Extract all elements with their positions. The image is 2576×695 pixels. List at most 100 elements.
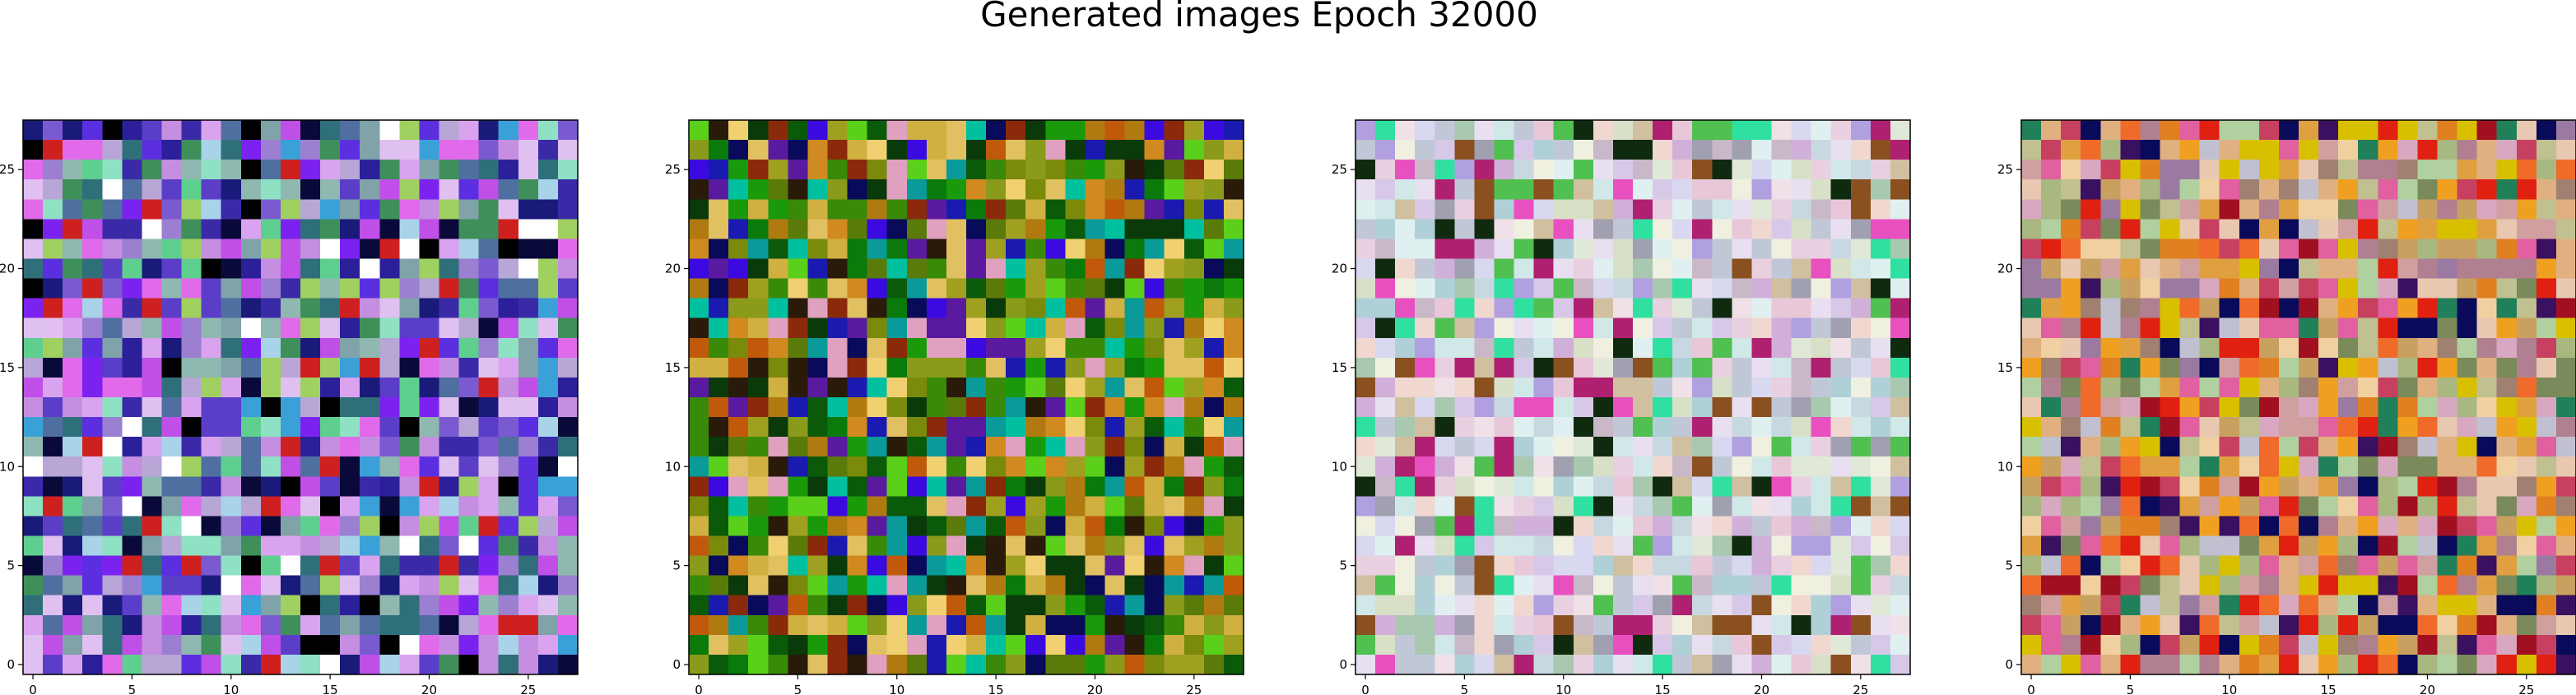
pixel (280, 140, 301, 160)
pixel (181, 555, 202, 577)
pixel (1811, 535, 1832, 557)
pixel (1612, 614, 1634, 636)
pixel (1164, 179, 1185, 200)
pixel (2219, 298, 2240, 319)
pixel (1870, 357, 1891, 378)
pixel (379, 317, 400, 339)
pixel (906, 575, 928, 596)
pixel (1395, 575, 1416, 596)
pixel (2318, 278, 2339, 299)
pixel (221, 377, 242, 398)
pixel (2457, 417, 2478, 438)
pixel (966, 496, 987, 517)
pixel (1355, 535, 1376, 557)
pixel (728, 397, 749, 418)
pixel (537, 417, 559, 438)
pixel (807, 278, 829, 299)
pixel (768, 456, 788, 477)
pixel (1085, 199, 1106, 220)
pixel (1144, 614, 1165, 636)
pixel (2081, 614, 2101, 636)
pixel (2081, 397, 2101, 418)
pixel (399, 476, 421, 497)
pixel (63, 575, 83, 596)
pixel (1494, 317, 1515, 339)
pixel (709, 535, 729, 557)
pixel (2041, 535, 2062, 557)
pixel (2081, 437, 2101, 457)
pixel (439, 258, 460, 280)
pixel (1223, 120, 1244, 141)
pixel (1850, 377, 1872, 398)
pixel (458, 120, 480, 141)
pixel (1653, 417, 1673, 438)
pixel (1104, 614, 1126, 636)
pixel (1085, 634, 1106, 656)
pixel (2555, 614, 2576, 636)
pixel (122, 140, 143, 160)
pixel (1514, 496, 1535, 517)
pixel (498, 199, 519, 220)
pixel (360, 160, 380, 180)
pixel (1653, 199, 1673, 220)
pixel (419, 179, 440, 200)
pixel (2437, 614, 2458, 636)
pixel (1672, 160, 1693, 180)
pixel (1633, 397, 1653, 418)
pixel (1811, 120, 1832, 141)
pixel (102, 654, 123, 675)
pixel (2120, 298, 2141, 319)
pixel (1045, 575, 1066, 596)
pixel (966, 456, 987, 477)
pixel (1006, 298, 1026, 319)
pixel (847, 437, 868, 457)
pixel (2536, 317, 2557, 339)
pixel (2100, 437, 2121, 457)
pixel (1124, 120, 1146, 141)
pixel (1065, 140, 1086, 160)
pixel (1415, 417, 1435, 438)
pixel (280, 496, 301, 517)
pixel (399, 337, 421, 359)
pixel (518, 437, 539, 457)
pixel (2199, 595, 2220, 616)
pixel (986, 140, 1007, 160)
pixel (709, 456, 729, 477)
pixel (379, 654, 400, 675)
pixel (2457, 456, 2478, 477)
pixel (1692, 278, 1713, 299)
pixel (340, 239, 360, 260)
pixel (2239, 179, 2260, 200)
pixel (788, 278, 809, 299)
pixel (1183, 555, 1205, 577)
pixel (1474, 516, 1495, 537)
pixel (1553, 337, 1574, 359)
pixel (1025, 239, 1046, 260)
pixel (886, 120, 908, 141)
pixel (102, 516, 123, 537)
pixel (260, 634, 281, 656)
pixel (537, 239, 559, 260)
pixel (2516, 337, 2537, 359)
pixel (1085, 437, 1106, 457)
pixel (102, 555, 123, 577)
pixel (946, 654, 967, 675)
pixel (1712, 555, 1732, 577)
pixel (2397, 140, 2419, 160)
pixel (709, 278, 729, 299)
pixel (1573, 397, 1594, 418)
pixel (1751, 555, 1773, 577)
pixel (2318, 516, 2339, 537)
pixel (102, 337, 123, 359)
pixel (2496, 199, 2518, 220)
pixel (2299, 516, 2319, 537)
pixel (300, 496, 321, 517)
pixel (1811, 298, 1832, 319)
pixel (1732, 555, 1753, 577)
pixel (1692, 476, 1713, 497)
pixel (1434, 555, 1455, 577)
pixel (1434, 199, 1455, 220)
pixel (82, 575, 103, 596)
pixel (2041, 317, 2062, 339)
pixel (946, 179, 967, 200)
